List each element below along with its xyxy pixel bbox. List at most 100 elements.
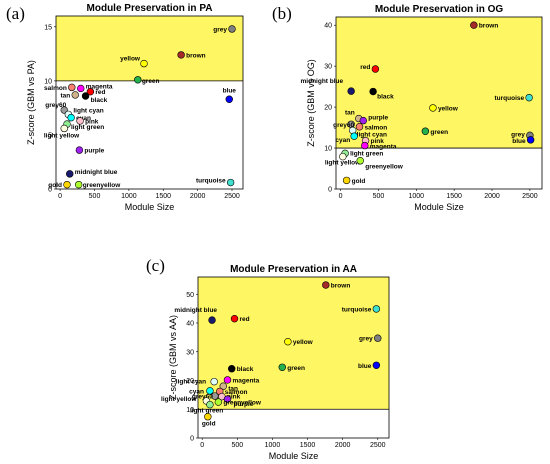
x-tick-label: 1000	[265, 442, 281, 449]
point-label-black: black	[91, 97, 108, 104]
point-label-pink: pink	[85, 118, 99, 125]
point-red	[230, 314, 239, 323]
point-red	[86, 87, 95, 96]
point-light-yellow	[60, 124, 68, 133]
x-tick-label: 0	[58, 193, 62, 200]
point-label-magenta: magenta	[370, 144, 397, 151]
panel-label-b: (b)	[272, 4, 292, 23]
point-label-salmon: salmon	[225, 389, 248, 396]
point-magenta	[361, 141, 369, 150]
point-brown	[177, 51, 185, 59]
point-yellow	[140, 59, 148, 68]
point-grey	[228, 25, 236, 33]
y-tick-label: 10	[324, 146, 332, 153]
y-axis-label: Z-score (GBM vs AA)	[168, 315, 178, 400]
point-blue	[372, 361, 381, 369]
point-light-green	[206, 400, 214, 409]
point-light-cyan	[210, 377, 218, 386]
point-label-gold: gold	[202, 421, 216, 428]
x-tick-label: 500	[89, 193, 101, 200]
point-brown	[322, 281, 330, 289]
panel-label-a: (a)	[6, 4, 25, 23]
point-greenyellow	[214, 398, 223, 406]
point-label-pink: pink	[227, 394, 241, 401]
chart-aa: Module Preservation in AA0 500 1000 1500 200…	[161, 264, 390, 461]
preserved-region	[56, 16, 243, 81]
point-label-light-yellow: light yellow	[325, 160, 361, 167]
point-salmon	[68, 83, 76, 92]
point-turquoise	[226, 178, 235, 187]
point-midnight-blue	[347, 87, 355, 95]
point-label-yellow: yellow	[438, 105, 459, 112]
panel-label-c: (c)	[146, 256, 165, 275]
point-label-grey: grey	[213, 26, 227, 33]
point-gold	[63, 180, 71, 189]
point-label-grey60: grey60	[192, 394, 213, 401]
y-tick-label: 30	[324, 64, 332, 71]
point-label-blue: blue	[512, 138, 526, 145]
point-label-light-cyan: light cyan	[357, 131, 387, 138]
point-label-grey60: grey60	[45, 102, 66, 109]
y-tick-label: 20	[324, 105, 332, 112]
point-turquoise	[372, 305, 381, 313]
point-label-red: red	[240, 316, 250, 323]
chart-title: Module Preservation in OG	[375, 4, 504, 15]
y-axis-label: Z-score (GBM vs PA)	[26, 60, 36, 145]
x-tick-label: 2000	[484, 193, 500, 200]
point-label-blue: blue	[358, 363, 372, 370]
point-cyan	[67, 113, 75, 122]
point-label-tan: tan	[345, 110, 355, 117]
point-label-tan: tan	[228, 385, 238, 392]
point-label-greenyellow: greenyellow	[365, 164, 404, 171]
y-tick-label: 40	[324, 23, 332, 30]
y-tick-label: 15	[44, 24, 52, 31]
point-yellow	[284, 337, 292, 346]
y-tick-label: 30	[186, 349, 194, 356]
point-greenyellow	[74, 180, 83, 189]
point-label-green: green	[287, 365, 305, 372]
y-tick-label: 10	[186, 407, 194, 414]
point-label-blue: blue	[223, 87, 237, 94]
point-label-turquoise: turquoise	[196, 178, 226, 185]
point-label-light-green: light green	[190, 408, 223, 415]
preserved-region	[336, 17, 542, 149]
point-greenyellow	[356, 157, 364, 165]
point-magenta	[77, 84, 85, 93]
point-label-black: black	[377, 94, 394, 101]
point-blue	[526, 136, 535, 144]
point-label-gold: gold	[48, 182, 62, 189]
point-green	[134, 76, 142, 84]
point-grey	[374, 334, 382, 342]
point-label-grey: grey	[511, 131, 525, 138]
point-label-light-cyan: light cyan	[176, 379, 206, 386]
point-label-red: red	[95, 89, 105, 96]
y-tick-label: 40	[186, 321, 194, 328]
point-label-cyan: cyan	[335, 137, 350, 144]
point-pink	[76, 117, 84, 125]
point-label-cyan: cyan	[189, 388, 204, 395]
x-axis-label: Module Size	[125, 202, 175, 212]
point-purple	[359, 116, 367, 125]
point-tan	[71, 91, 79, 99]
point-blue	[225, 95, 233, 103]
point-label-black: black	[237, 366, 254, 373]
preserved-region	[198, 277, 389, 410]
x-tick-label: 1000	[121, 193, 137, 200]
x-tick-label: 1000	[408, 193, 424, 200]
x-tick-label: 1500	[446, 193, 462, 200]
y-axis-label: Z-score (GBM vs OG)	[306, 59, 316, 147]
point-cyan	[350, 132, 358, 140]
x-axis-label: Module Size	[269, 451, 319, 461]
point-cyan	[206, 387, 214, 395]
point-red	[371, 65, 380, 73]
point-light-yellow	[339, 152, 347, 161]
point-gold	[204, 413, 212, 421]
point-brown	[470, 21, 478, 29]
point-label-light-green: light green	[71, 124, 104, 131]
y-tick-label: 20	[186, 378, 194, 385]
point-label-brown: brown	[479, 23, 499, 30]
chart-og: Module Preservation in OG0 500 1000 1500 200…	[301, 4, 543, 212]
point-green	[421, 127, 430, 135]
point-label-midnight-blue: midnight blue	[75, 169, 118, 176]
